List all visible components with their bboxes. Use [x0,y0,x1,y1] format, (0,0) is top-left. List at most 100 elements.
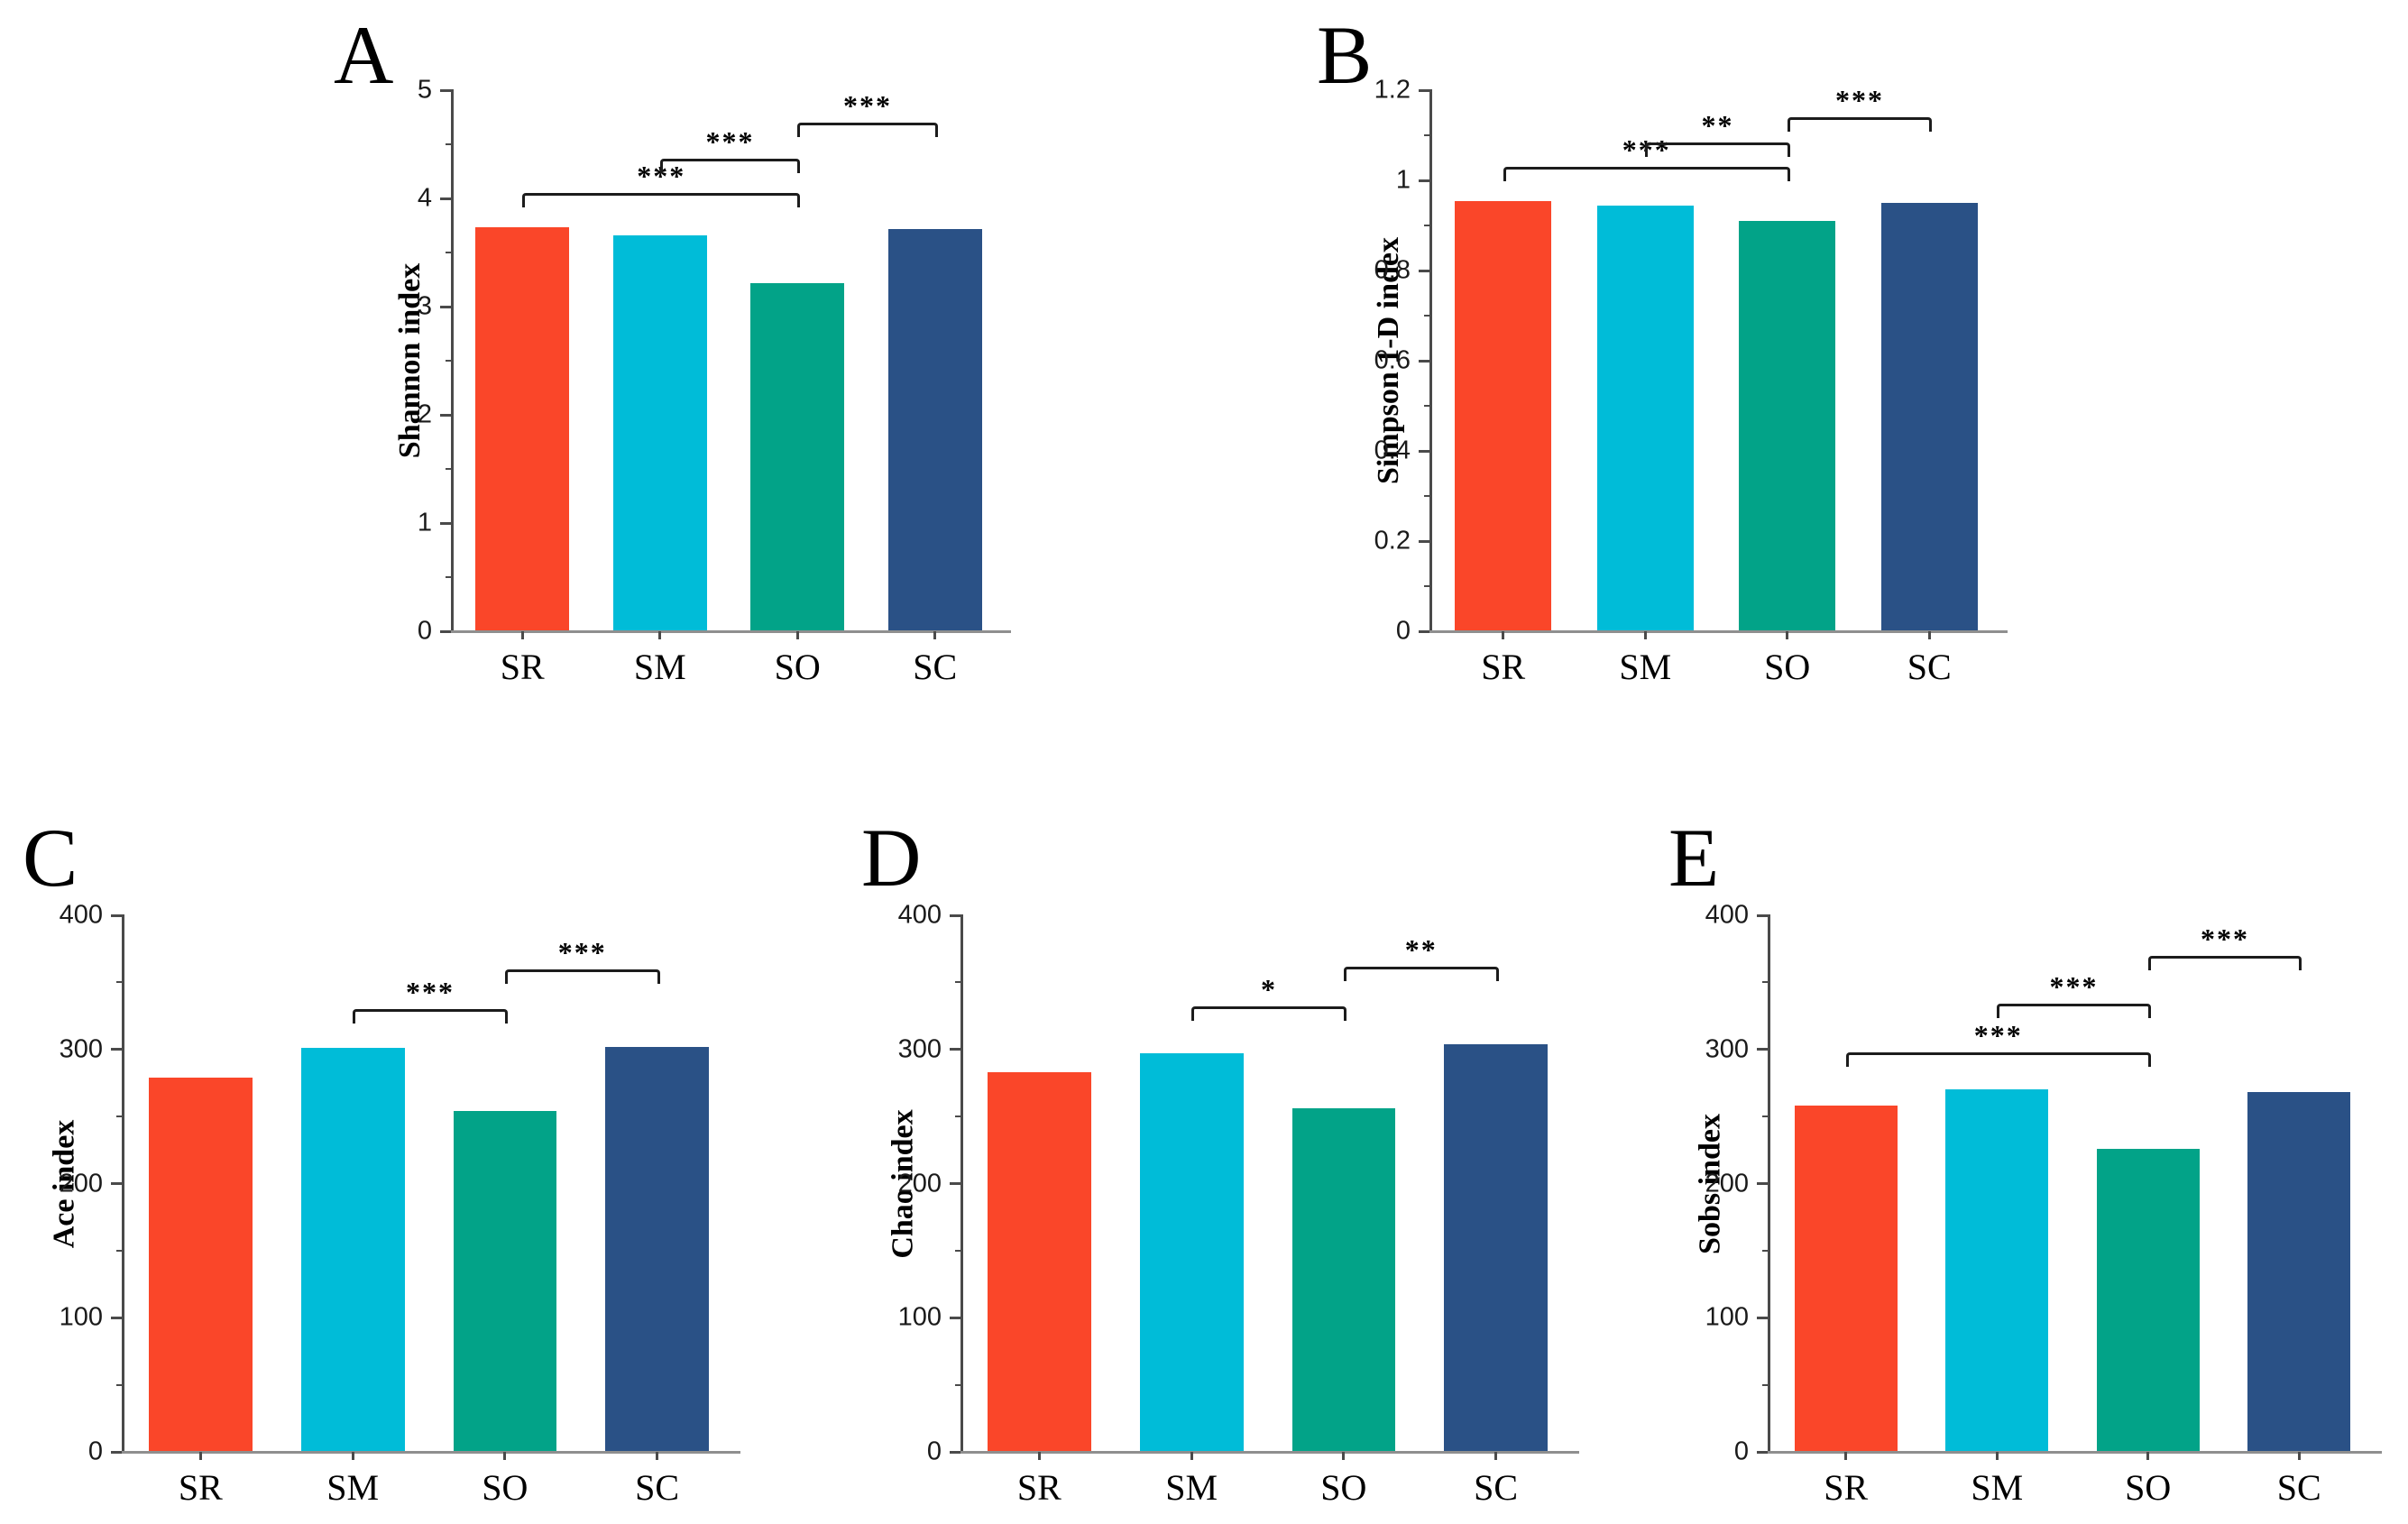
significance-bracket: ** [1645,109,1790,157]
y-minor-tick [1762,1383,1770,1386]
x-tick [2146,1452,2150,1460]
y-major-tick [1419,88,1432,92]
y-major-tick [1757,1450,1770,1454]
x-tick [503,1452,507,1460]
x-category-label: SC [913,647,958,687]
y-major-tick [111,1182,124,1185]
y-minor-tick [446,252,454,253]
x-category-label: SR [1016,1467,1062,1508]
panel-e-sobs: E Sobs index 0 100 200 300 400 SR SM SO SC *** ***… [1650,812,2390,1524]
bar-sr [475,227,570,631]
x-category-label: SO [774,647,821,687]
x-category-label: SO [1764,647,1811,687]
x-category-label: SC [1907,647,1952,687]
y-tick-label: 0 [417,616,432,646]
y-minor-tick [955,1115,963,1118]
significance-stars: *** [2201,922,2249,955]
y-tick-label: 0 [1733,1437,1749,1466]
x-category-label: SO [2125,1467,2172,1508]
y-tick-label: 0 [1395,616,1411,646]
x-tick [2297,1452,2301,1460]
x-category-label: SR [178,1467,223,1508]
y-tick-label: 200 [59,1169,103,1198]
significance-stars: *** [2049,970,2099,1004]
bar-sm [300,1048,405,1452]
x-category-label: SM [326,1467,380,1508]
bar-sr [1794,1106,1898,1452]
bar-sm [612,234,707,631]
y-tick-label: 1.2 [1374,75,1411,105]
y-minor-tick [116,981,124,984]
y-major-tick [1419,359,1432,363]
y-major-tick [950,1048,963,1051]
y-tick-label: 100 [59,1302,103,1332]
significance-bracket: *** [2147,923,2302,970]
y-major-tick [440,413,454,417]
y-minor-tick [955,981,963,984]
bar-sc [605,1046,709,1452]
y-minor-tick [446,143,454,145]
y-major-tick [111,913,124,917]
x-category-label: SR [1824,1467,1869,1508]
y-tick-label: 300 [1705,1034,1749,1064]
x-tick [656,1452,659,1460]
y-minor-tick [1762,981,1770,984]
significance-bracket: *** [522,160,801,207]
y-minor-tick [446,468,454,470]
bar-sm [1596,205,1694,631]
y-major-tick [440,305,454,308]
bar-sm [1945,1089,2049,1452]
x-category-label: SM [1165,1467,1218,1508]
y-tick-label: 0 [926,1437,942,1466]
y-major-tick [950,1316,963,1319]
y-tick-label: 100 [1705,1302,1749,1332]
significance-stars: *** [705,124,755,158]
y-minor-tick [955,1383,963,1386]
y-major-tick [1419,179,1432,182]
plot-area: 0 0.2 0.4 0.6 0.8 1 1.2 SR SM SO SC *** ** *** [1374,76,2008,687]
bar-so [1291,1108,1396,1452]
x-tick [1494,1452,1498,1460]
significance-stars: *** [557,935,607,969]
significance-bracket: *** [797,89,938,137]
y-major-tick [1419,269,1432,272]
x-tick [1844,1452,1848,1460]
panel-c-ace: C Ace index 0 100 200 300 400 SR SM SO SC *** *** [5,812,749,1524]
x-category-label: SO [1320,1467,1367,1508]
bar-sr [988,1072,1091,1452]
bar-sr [1455,200,1552,631]
y-minor-tick [1762,1249,1770,1252]
bar-so [1739,221,1836,631]
y-tick-label: 0.2 [1374,526,1411,555]
y-major-tick [1757,1316,1770,1319]
panel-letter-d: D [861,812,922,904]
panel-a-shannon: A Shannon index 0 1 2 3 4 5 SR SM SO SC *** *** *** [334,14,1019,703]
y-major-tick [440,197,454,200]
y-major-tick [950,1182,963,1185]
plot-area: 0 100 200 300 400 SR SM SO SC * ** [898,901,1579,1508]
x-axis-line [1768,1450,2382,1454]
x-category-label: SM [633,647,686,687]
x-category-label: SC [635,1467,680,1508]
x-tick [795,631,799,639]
significance-bracket: *** [353,976,508,1024]
panel-d-chao: D Chao index 0 100 200 300 400 SR SM SO SC * ** [843,812,1587,1524]
x-tick [933,631,937,639]
x-axis-line [960,1450,1579,1454]
x-tick [1643,631,1647,639]
y-minor-tick [1424,315,1432,317]
y-tick-label: 400 [1705,900,1749,930]
significance-bracket: ** [1343,933,1499,981]
bar-sc [1880,203,1978,631]
bar-sc [1444,1043,1548,1452]
bar-sc [2247,1092,2351,1452]
y-major-tick [1419,449,1432,453]
x-tick [658,631,662,639]
y-minor-tick [955,1249,963,1252]
y-major-tick [1757,913,1770,917]
y-major-tick [440,521,454,525]
y-major-tick [440,88,454,92]
y-major-tick [1757,1182,1770,1185]
x-tick [1927,631,1931,639]
